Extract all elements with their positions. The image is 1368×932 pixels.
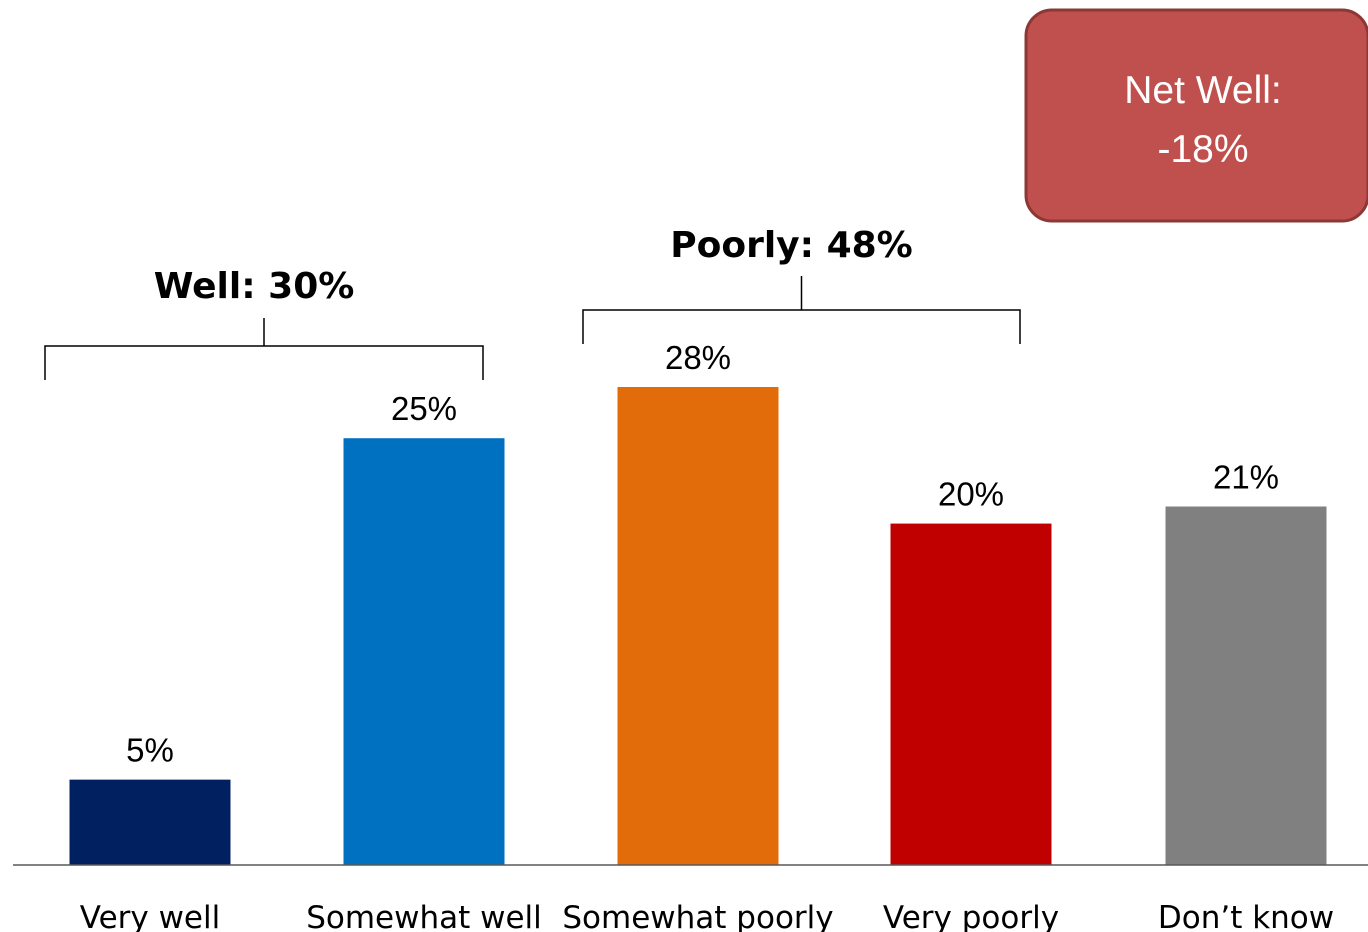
value-label-2: 28%: [665, 339, 731, 376]
value-label-4: 21%: [1213, 459, 1279, 496]
bar-3: [890, 523, 1052, 865]
category-label-3: Very poorly: [883, 900, 1059, 932]
net-well-callout: Net Well: -18%: [1024, 8, 1368, 223]
category-label-0: Very well: [80, 900, 220, 932]
value-label-1: 25%: [391, 390, 457, 427]
category-label-1: Somewhat well: [306, 900, 542, 932]
bar-1: [343, 438, 505, 865]
group-brackets: Well: 30% Poorly: 48%: [44, 225, 1021, 380]
callout-line-1: Net Well:: [1124, 69, 1282, 112]
callout-line-2: -18%: [1157, 128, 1248, 171]
group-label-1: Poorly: 48%: [670, 225, 913, 266]
bar-0: [69, 779, 231, 865]
category-label-2: Somewhat poorly: [562, 900, 833, 932]
category-label-4: Don’t know: [1158, 900, 1334, 932]
category-labels: Very well Somewhat well Somewhat poorly Ver…: [80, 900, 1334, 932]
group-bracket-1: [582, 276, 1021, 344]
bar-4: [1165, 506, 1327, 865]
group-bracket-0: [44, 318, 484, 380]
bars: 5% 25% 28% 20% 21%: [69, 339, 1327, 865]
value-label-3: 20%: [938, 476, 1004, 513]
value-label-0: 5%: [126, 732, 174, 769]
bar-2: [617, 387, 779, 865]
group-label-0: Well: 30%: [154, 266, 355, 307]
callout-box: [1024, 8, 1368, 223]
